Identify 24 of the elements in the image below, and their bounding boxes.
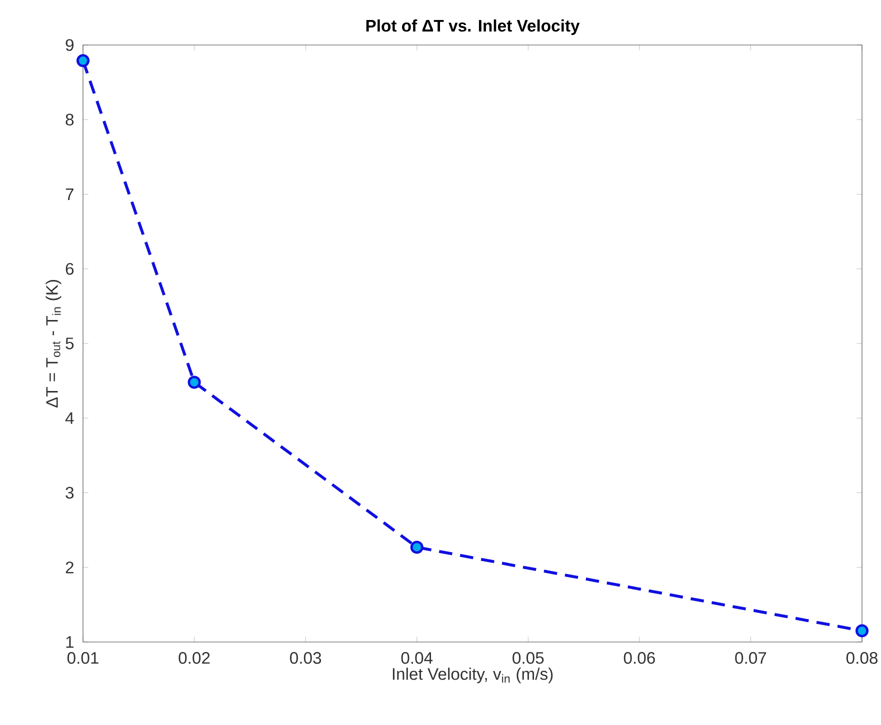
x-axis-title: Inlet Velocity, v$_{in}$ (m/s) bbox=[392, 668, 553, 684]
x-tick-label: 0.03 bbox=[290, 652, 322, 664]
y-tick-label: 1 bbox=[66, 636, 74, 648]
y-tick-label: 2 bbox=[66, 562, 74, 574]
x-tick-label: 0.07 bbox=[735, 652, 766, 664]
y-tick-label: 4 bbox=[65, 412, 74, 424]
x-tick-label: 0.06 bbox=[624, 652, 655, 664]
point bbox=[76, 54, 90, 68]
y-axis-title: ΔT = T$_{out}$ - T$_{in}$ (K) bbox=[46, 280, 62, 408]
y-tick-label: 8 bbox=[66, 114, 74, 126]
y-tick-label: 6 bbox=[66, 262, 74, 275]
x-tick-label: 0.04 bbox=[401, 652, 433, 664]
y-tick-label: 9 bbox=[66, 39, 74, 51]
x-tick-label: 0.01 bbox=[67, 652, 98, 664]
point bbox=[410, 540, 424, 554]
y-tick-label: 7 bbox=[66, 188, 74, 200]
x-tick-label: 0.08 bbox=[846, 652, 878, 664]
x-tick-label: 0.05 bbox=[512, 652, 544, 664]
point bbox=[188, 376, 201, 389]
x-tick-label: 0.02 bbox=[178, 652, 210, 664]
y-tick-label: 5 bbox=[66, 338, 74, 350]
y-tick-label: 3 bbox=[66, 486, 74, 499]
point bbox=[855, 624, 869, 638]
chart-title: Plot of ΔT vs. Inlet Velocity bbox=[366, 19, 580, 35]
